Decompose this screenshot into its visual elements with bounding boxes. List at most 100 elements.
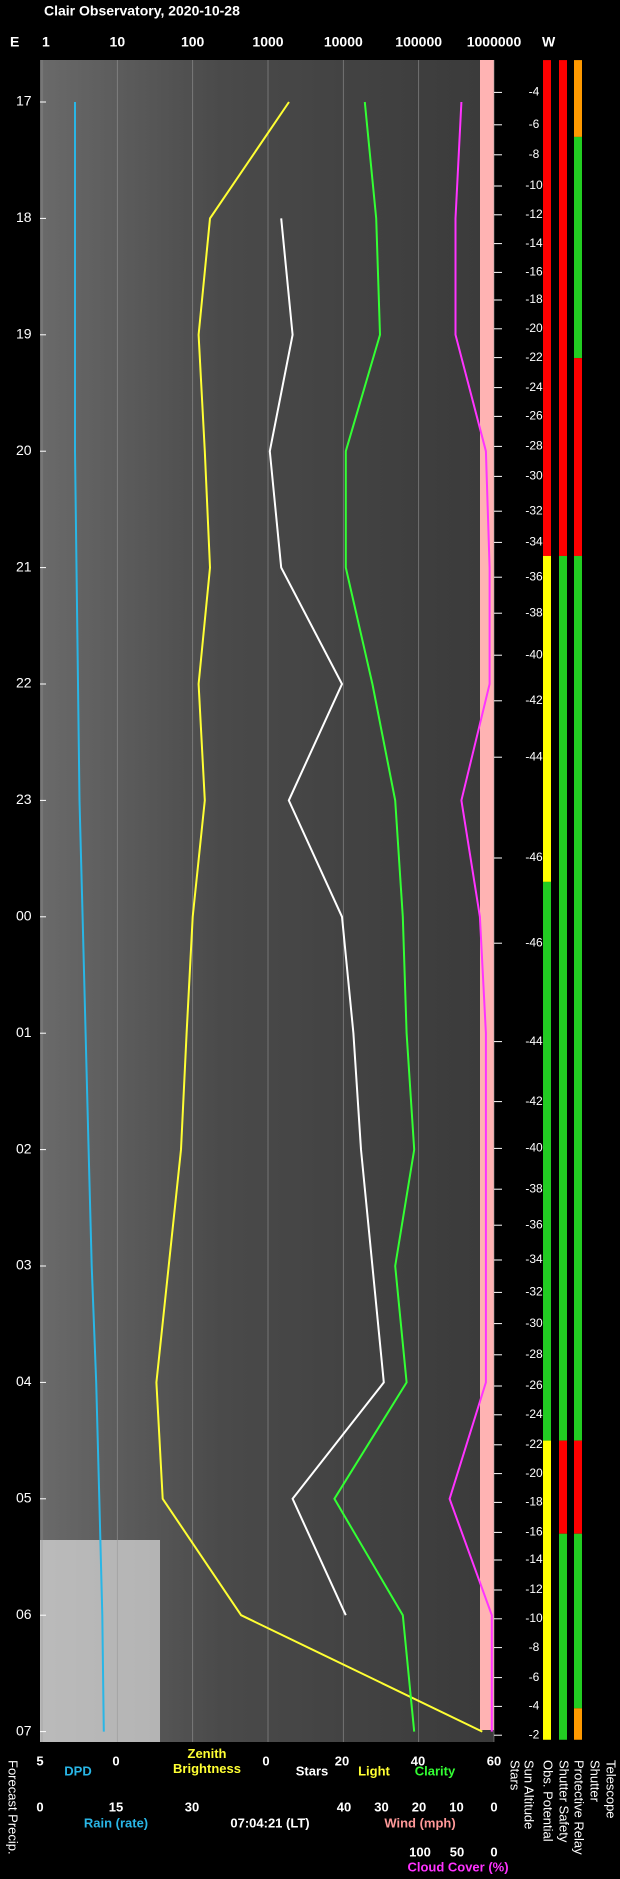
dpd-label: DPD (64, 1763, 91, 1778)
column-label: Sun Altitude (522, 1760, 537, 1829)
status-segment (574, 136, 582, 359)
x-tick-label: 10000 (324, 34, 363, 50)
sun-altitude-label: -36 (525, 569, 543, 583)
sun-altitude-label: -40 (525, 647, 543, 661)
series-line (155, 101, 483, 1733)
hour-label: 05 (16, 1490, 32, 1506)
status-segment (574, 358, 582, 556)
forecast-label: Forecast Precip. (6, 1760, 21, 1855)
scale-tick-label: 40 (411, 1753, 425, 1768)
sun-altitude-label: -34 (525, 1252, 543, 1266)
x-tick-label: 100000 (395, 34, 442, 50)
sun-altitude-label: -12 (525, 207, 543, 221)
scale-tick-label: 0 (112, 1753, 119, 1768)
hour-label: 00 (16, 908, 32, 924)
sun-altitude-label: -22 (525, 1437, 543, 1451)
status-segment (543, 555, 551, 882)
sun-altitude-label: -24 (525, 380, 543, 394)
sun-altitude-label: -6 (529, 117, 540, 131)
light-label: Light (358, 1763, 390, 1778)
sun-altitude-label: -32 (525, 503, 543, 517)
sun-altitude-label: -4 (529, 85, 540, 99)
hour-label: 19 (16, 326, 32, 342)
hour-label: 23 (16, 791, 32, 807)
x-tick-label: 10 (110, 34, 126, 50)
status-segment (574, 1533, 582, 1709)
sun-altitude-label: -18 (525, 292, 543, 306)
column-label: Protective Relay (572, 1760, 587, 1855)
sun-altitude-label: -28 (525, 1347, 543, 1361)
x-tick-label: 1 (42, 34, 50, 50)
column-label: Stars (508, 1760, 523, 1791)
sun-altitude-label: -30 (525, 1316, 543, 1330)
sun-altitude-label: -38 (525, 1181, 543, 1195)
sun-altitude-label: -38 (525, 605, 543, 619)
status-segment (543, 1440, 551, 1740)
sun-altitude-label: -10 (525, 1611, 543, 1625)
sun-altitude-label: -30 (525, 469, 543, 483)
sun-altitude-label: -28 (525, 439, 543, 453)
scale-tick-label: 40 (337, 1799, 351, 1814)
timestamp: 07:04:21 (LT) (230, 1815, 309, 1830)
rain-label: Rain (rate) (84, 1815, 148, 1830)
hour-label: 22 (16, 675, 32, 691)
status-segment (559, 1440, 567, 1534)
hour-label: 02 (16, 1140, 32, 1156)
sun-altitude-label: -36 (525, 1217, 543, 1231)
scale-tick-label: 30 (374, 1799, 388, 1814)
hour-label: 18 (16, 209, 32, 225)
zenith-brightness-label: Zenith Brightness (173, 1746, 241, 1776)
clarity-label: Clarity (415, 1763, 456, 1778)
sun-altitude-label: -40 (525, 1141, 543, 1155)
sun-altitude-label: -32 (525, 1285, 543, 1299)
sun-altitude-label: -10 (525, 178, 543, 192)
sun-altitude-label: -46 (525, 850, 543, 864)
scale-tick-label: 50 (450, 1844, 464, 1859)
sun-altitude-label: -26 (525, 1378, 543, 1392)
sun-altitude-label: -44 (525, 1034, 543, 1048)
x-tick-label: 1000000 (467, 34, 522, 50)
scale-tick-label: 30 (185, 1799, 199, 1814)
hour-label: 03 (16, 1257, 32, 1273)
status-segment (559, 60, 567, 556)
scale-tick-label: 20 (335, 1753, 349, 1768)
column-label: Shutter Safety (557, 1760, 572, 1843)
sun-altitude-label: -2 (529, 1727, 540, 1741)
sun-altitude-label: -16 (525, 265, 543, 279)
status-segment (543, 881, 551, 1441)
x-tick-label: 1000 (252, 34, 283, 50)
dawn-glow (40, 1540, 160, 1742)
sun-altitude-label: -24 (525, 1407, 543, 1421)
sun-altitude-label: -44 (525, 749, 543, 763)
series-line (268, 218, 385, 1616)
sun-altitude-label: -14 (525, 1552, 543, 1566)
scale-tick-label: 100 (409, 1844, 431, 1859)
stars-strip (480, 60, 494, 1730)
hour-label: 01 (16, 1024, 32, 1040)
sun-altitude-label: -34 (525, 535, 543, 549)
status-segment (559, 1533, 567, 1740)
sun-altitude-label: -6 (529, 1670, 540, 1684)
sky-image (40, 60, 494, 1742)
sun-altitude-label: -26 (525, 409, 543, 423)
scale-tick-label: 0 (36, 1799, 43, 1814)
x-tick-label: 100 (181, 34, 205, 50)
hour-label: 04 (16, 1373, 32, 1389)
sun-altitude-label: -4 (529, 1699, 540, 1713)
column-label: Shutter (588, 1760, 603, 1803)
sun-altitude-label: -20 (525, 1466, 543, 1480)
sun-altitude-label: -14 (525, 236, 543, 250)
hour-label: 07 (16, 1722, 32, 1738)
cloud-label: Cloud Cover (%) (407, 1859, 508, 1874)
sun-altitude-label: -16 (525, 1525, 543, 1539)
column-label: Telescope (604, 1760, 619, 1819)
status-segment (574, 1440, 582, 1534)
stars-label: Stars (296, 1763, 329, 1778)
scale-tick-label: 10 (449, 1799, 463, 1814)
scale-tick-label: 15 (109, 1799, 123, 1814)
sun-altitude-label: -8 (529, 1640, 540, 1654)
status-segment (574, 555, 582, 1441)
sun-altitude-label: -46 (525, 935, 543, 949)
